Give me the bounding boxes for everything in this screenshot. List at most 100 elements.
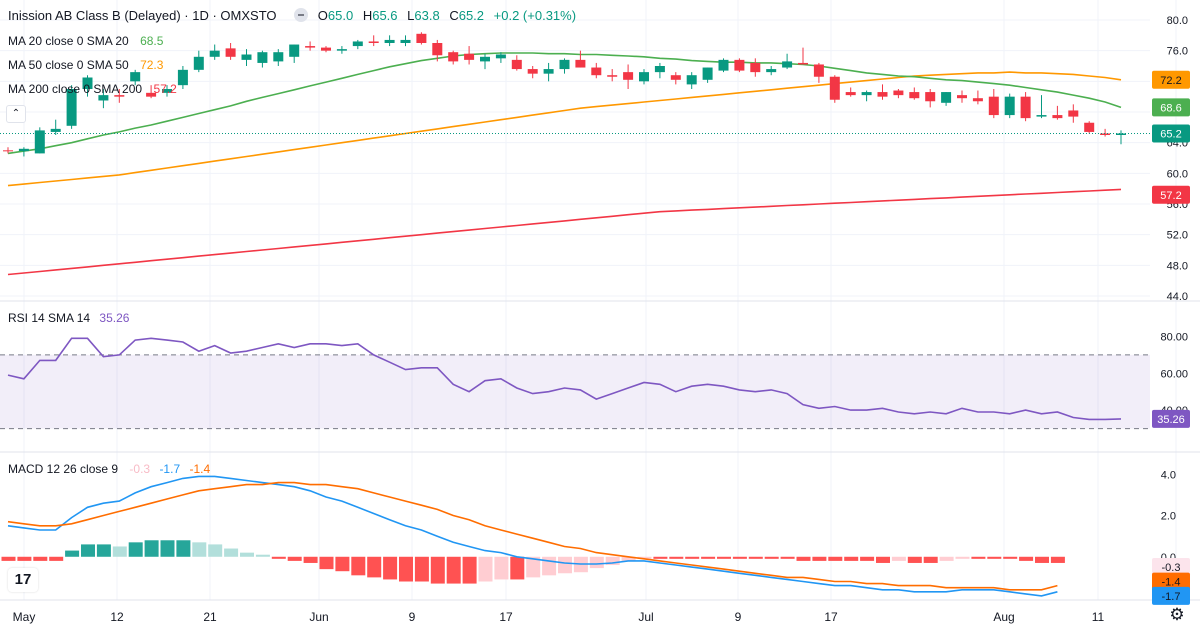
macd-histogram-bar bbox=[430, 556, 445, 584]
time-tick-label: Jul bbox=[638, 610, 653, 624]
candle-body bbox=[941, 92, 952, 103]
change-value: +0.2 (+0.31%) bbox=[493, 8, 577, 23]
macd-histogram-bar bbox=[65, 550, 80, 557]
macd-line-badge-bg bbox=[1152, 586, 1190, 605]
time-tick-label: 11 bbox=[1092, 610, 1105, 624]
macd-histogram-bar bbox=[653, 556, 668, 559]
candle-body bbox=[639, 72, 649, 82]
macd-histogram-bar bbox=[287, 556, 302, 561]
ma50-badge: 72.2 bbox=[1160, 75, 1181, 87]
macd-histogram-bar bbox=[446, 556, 461, 584]
candle-body bbox=[654, 66, 665, 73]
ma200-legend[interactable]: MA 200 close 0 SMA 200 57.2 bbox=[8, 81, 177, 97]
candles bbox=[3, 32, 1126, 157]
time-tick-label: 9 bbox=[735, 610, 742, 624]
time-tick-label: 17 bbox=[499, 610, 513, 624]
macd-histogram-bar bbox=[367, 556, 382, 578]
candle-body bbox=[527, 69, 538, 74]
macd-histogram-bar bbox=[955, 556, 970, 559]
macd-histogram-bar bbox=[780, 556, 795, 559]
ma20-legend[interactable]: MA 20 close 0 SMA 20 68.5 bbox=[8, 33, 163, 49]
rsi-legend[interactable]: RSI 14 SMA 14 35.26 bbox=[8, 310, 129, 326]
macd-histogram-bar bbox=[1003, 556, 1018, 559]
time-tick-label: May bbox=[13, 610, 36, 624]
macd-line-badge: -1.7 bbox=[1162, 591, 1181, 603]
macd-histogram-bar bbox=[462, 556, 477, 584]
candle-body bbox=[909, 92, 920, 99]
last-price-badge: 65.2 bbox=[1160, 128, 1181, 140]
macd-histogram-bar bbox=[478, 556, 493, 582]
candle-body bbox=[162, 89, 172, 93]
price-tick-label: 44.0 bbox=[1167, 291, 1188, 303]
candle-body bbox=[321, 47, 331, 51]
collapse-legend-button[interactable]: ⌃ bbox=[6, 105, 26, 123]
macd-histogram-bar bbox=[1019, 556, 1034, 561]
macd-signal-line bbox=[7, 481, 1058, 591]
macd-histogram-bar bbox=[1, 556, 16, 561]
ma50-value: 72.3 bbox=[140, 58, 164, 72]
symbol-title[interactable]: Inission AB Class B (Delayed) · 1D · OMX… bbox=[8, 8, 277, 23]
candle-body bbox=[480, 56, 490, 62]
macd-histogram-bar bbox=[335, 556, 350, 572]
candle-body bbox=[336, 49, 347, 51]
macd-histogram-bar bbox=[812, 556, 827, 561]
candle-body bbox=[193, 56, 204, 70]
rsi-badge: 35.26 bbox=[1157, 414, 1185, 426]
candle-body bbox=[1036, 115, 1047, 117]
candle-body bbox=[877, 92, 888, 97]
candle-body bbox=[495, 54, 506, 59]
ma50-legend[interactable]: MA 50 close 0 SMA 50 72.3 bbox=[8, 57, 163, 73]
high-value: 65.6 bbox=[372, 8, 398, 23]
macd-legend[interactable]: MACD 12 26 close 9 -0.3 -1.7 -1.4 bbox=[8, 461, 210, 477]
macd-histogram-bar bbox=[764, 556, 779, 559]
macd-histogram-bar bbox=[876, 556, 890, 563]
macd-histogram-bar bbox=[192, 542, 207, 557]
grid-lines bbox=[0, 0, 1177, 600]
rsi-value: 35.26 bbox=[99, 311, 130, 325]
macd-histogram-bar bbox=[732, 556, 747, 559]
candle-body bbox=[813, 64, 824, 77]
candle-body bbox=[702, 67, 713, 80]
macd-histogram-bar bbox=[128, 542, 143, 557]
high-label: H bbox=[362, 8, 373, 23]
candle-body bbox=[591, 67, 602, 76]
ma50-badge-bg bbox=[1152, 70, 1190, 89]
ma20-value: 68.5 bbox=[140, 34, 164, 48]
candle-body bbox=[177, 69, 188, 86]
macd-tick-label: 4.0 bbox=[1161, 469, 1176, 481]
candle-body bbox=[3, 150, 13, 152]
macd-histogram-bar bbox=[796, 556, 811, 561]
macd-histogram-bar bbox=[558, 556, 572, 574]
macd-histogram-bar bbox=[224, 548, 239, 557]
candle-body bbox=[130, 72, 141, 82]
candle-body bbox=[289, 44, 300, 57]
macd-histogram-bar bbox=[844, 556, 859, 561]
macd-label: MACD 12 26 close 9 bbox=[8, 462, 119, 476]
macd-histogram-bar bbox=[510, 556, 525, 580]
candle-body bbox=[1020, 96, 1031, 119]
macd-histogram-bar bbox=[414, 556, 429, 582]
candle-body bbox=[257, 52, 268, 63]
low-label: L bbox=[407, 8, 415, 23]
gear-icon[interactable]: ⚙ bbox=[1169, 605, 1185, 624]
macd-histogram-bar bbox=[303, 556, 318, 563]
macd-histogram-bar bbox=[319, 556, 334, 570]
macd-histogram-bar bbox=[971, 556, 986, 559]
candle-body bbox=[50, 128, 61, 132]
time-tick-label: 17 bbox=[824, 610, 838, 624]
ma20-badge: 68.6 bbox=[1160, 102, 1181, 114]
tradingview-logo-icon[interactable]: 17 bbox=[8, 568, 38, 592]
macd-histogram-bar bbox=[49, 556, 64, 561]
candle-body bbox=[988, 96, 999, 116]
candle-body bbox=[464, 53, 475, 60]
price-badges: 72.2 68.6 65.2 57.2 35.26 -0.3 -1.4 -1.7 bbox=[1152, 70, 1190, 605]
eye-icon[interactable] bbox=[294, 8, 309, 22]
ma20-line bbox=[7, 52, 1122, 155]
candle-body bbox=[1004, 96, 1015, 116]
macd-histogram-bar bbox=[685, 556, 700, 559]
price-tick-label: 52.0 bbox=[1167, 230, 1188, 242]
macd-hist-badge-bg bbox=[1152, 557, 1190, 576]
candle-body bbox=[352, 41, 363, 47]
candle-body bbox=[209, 50, 220, 57]
